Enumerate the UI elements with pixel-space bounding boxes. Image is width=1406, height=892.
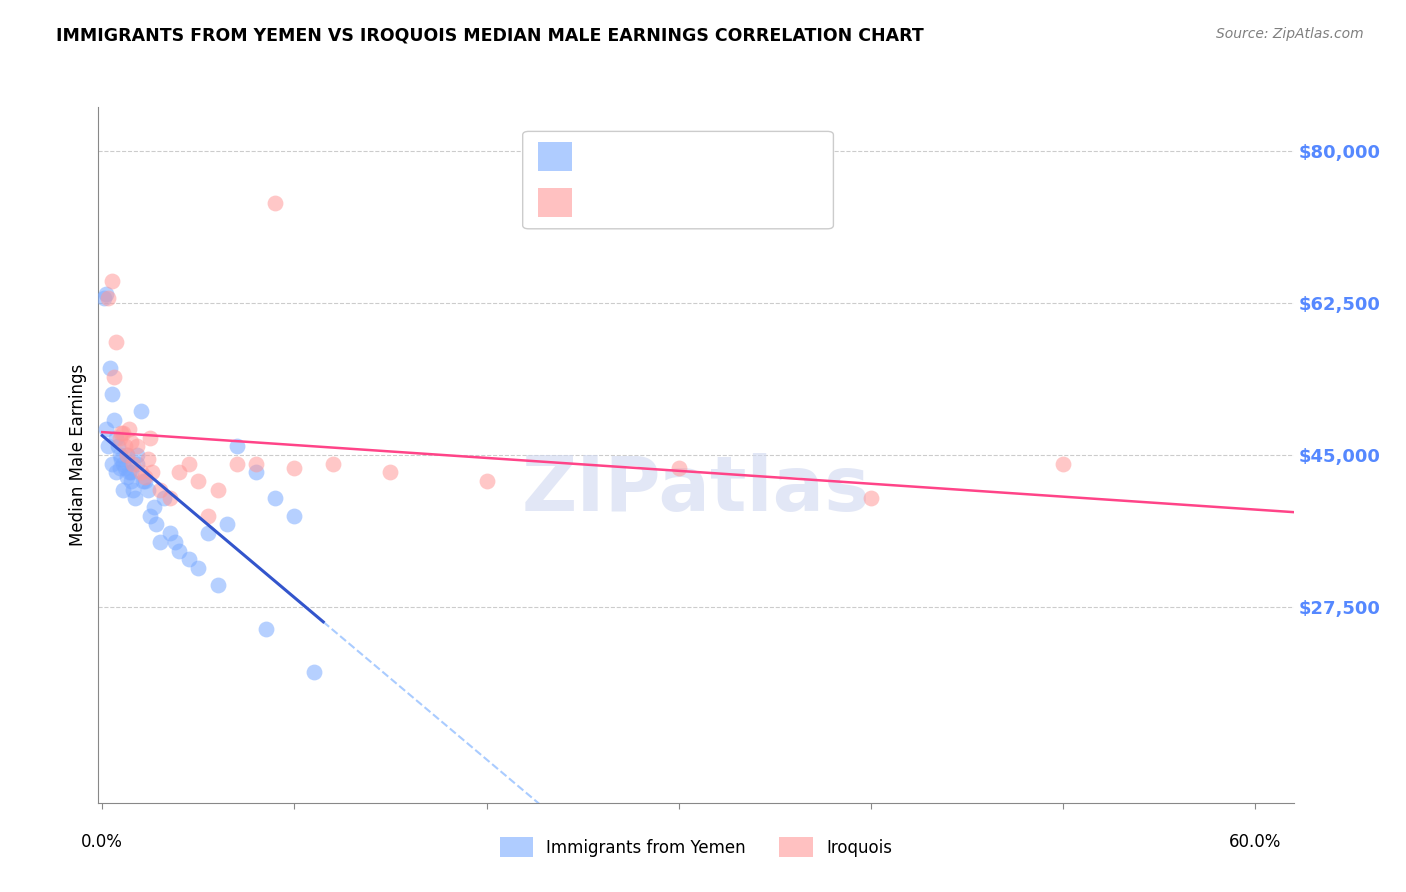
Point [131,474,153,488]
Point [283,508,305,523]
Text: R = -0.003: R = -0.003 [581,193,679,211]
Point [114,461,136,475]
Point [177,552,200,566]
Point [115,448,138,462]
Point [245,466,267,480]
Legend: Immigrants from Yemen, Iroquois: Immigrants from Yemen, Iroquois [494,830,898,864]
Point [122,457,145,471]
Point [97,439,120,453]
Point [129,404,152,418]
Text: R = -0.294: R = -0.294 [581,147,679,165]
Point [225,439,247,453]
Point [197,526,219,541]
Point [104,334,127,349]
Point [125,439,148,453]
Point [197,508,219,523]
Point [283,461,305,475]
Point [145,517,167,532]
Point [159,491,181,506]
Point [108,430,131,444]
Point [141,466,163,480]
Point [129,466,152,480]
Point [120,466,142,480]
Point [668,461,690,475]
Y-axis label: Median Male Earnings: Median Male Earnings [69,364,87,546]
Text: N = 49: N = 49 [714,147,776,165]
Point [103,369,125,384]
Point [167,543,190,558]
Text: Source: ZipAtlas.com: Source: ZipAtlas.com [1216,27,1364,41]
Point [107,439,129,453]
Point [93,291,115,305]
Point [125,457,148,471]
Point [187,561,209,575]
Point [187,474,209,488]
Point [264,195,287,210]
Point [225,457,247,471]
FancyBboxPatch shape [523,131,834,229]
Point [139,508,162,523]
Point [1052,457,1074,471]
Point [207,483,229,497]
Point [98,361,121,376]
Point [108,448,131,462]
Point [110,452,132,467]
Point [125,448,148,462]
Point [138,452,160,467]
Text: 0.0%: 0.0% [82,833,124,851]
Point [114,439,136,453]
Point [112,483,135,497]
Point [124,491,146,506]
Point [152,491,174,506]
Point [104,430,127,444]
Text: ZIPatlas: ZIPatlas [522,453,870,526]
Point [120,434,142,449]
Point [94,287,117,301]
Point [101,387,124,401]
Point [245,457,267,471]
Bar [538,187,572,217]
Point [120,474,142,488]
Point [112,426,135,441]
Text: IMMIGRANTS FROM YEMEN VS IROQUOIS MEDIAN MALE EARNINGS CORRELATION CHART: IMMIGRANTS FROM YEMEN VS IROQUOIS MEDIAN… [56,27,924,45]
Point [112,457,135,471]
Point [134,474,156,488]
Point [118,466,141,480]
Point [122,483,145,497]
Point [475,474,498,488]
Text: 60.0%: 60.0% [1229,833,1281,851]
Point [108,461,131,475]
Point [139,430,162,444]
Point [254,622,277,636]
Point [322,457,344,471]
Bar [538,142,572,171]
Point [165,534,187,549]
Point [159,526,181,541]
Point [167,466,190,480]
Point [101,457,124,471]
Point [302,665,325,680]
Point [143,500,166,514]
Point [115,469,138,483]
Point [177,457,200,471]
Point [103,413,125,427]
Point [97,291,120,305]
Point [380,466,402,480]
Point [138,483,160,497]
Point [264,491,287,506]
Point [859,491,882,506]
Point [118,422,141,436]
Point [104,466,127,480]
Point [134,469,156,483]
Point [217,517,239,532]
Point [101,274,124,288]
Text: N = 35: N = 35 [714,193,776,211]
Point [149,483,172,497]
Point [115,448,138,462]
Point [149,534,172,549]
Point [94,422,117,436]
Point [207,578,229,592]
Point [110,426,132,441]
